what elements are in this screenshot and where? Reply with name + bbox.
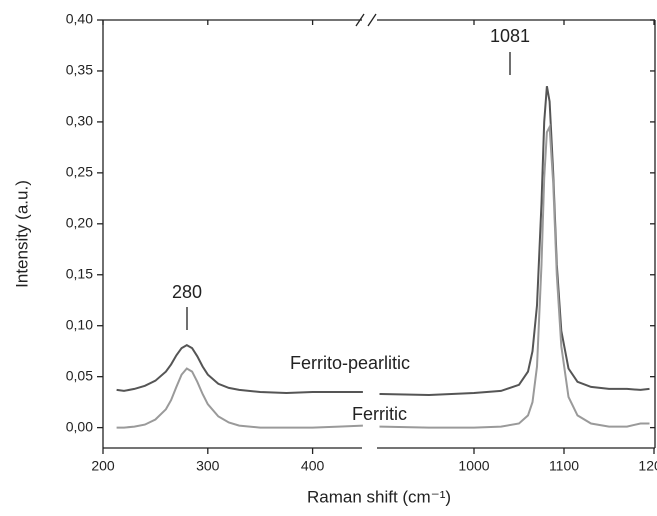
x-tick-label: 1100: [549, 458, 579, 474]
y-tick-label: 0,30: [66, 113, 93, 129]
data-line: [116, 86, 650, 397]
x-axis-label: Raman shift (cm⁻¹): [307, 487, 451, 506]
y-tick-label: 0,00: [66, 418, 93, 434]
y-tick-label: 0,20: [66, 215, 93, 231]
peak-label: 280: [172, 282, 202, 302]
peak-label: 1081: [490, 26, 530, 46]
x-tick-label: 1000: [458, 458, 489, 474]
series-label: Ferrito-pearlitic: [290, 353, 410, 373]
x-tick-label: 200: [91, 458, 115, 474]
x-tick-label: 1200: [638, 458, 657, 474]
y-tick-label: 0,40: [66, 11, 93, 27]
data-line: [116, 123, 650, 429]
y-tick-label: 0,05: [66, 367, 93, 383]
y-tick-label: 0,35: [66, 62, 93, 78]
y-tick-label: 0,10: [66, 316, 93, 332]
x-tick-label: 300: [196, 458, 220, 474]
y-tick-label: 0,25: [66, 164, 93, 180]
x-tick-label: 400: [301, 458, 325, 474]
y-axis-label: Intensity (a.u.): [12, 180, 31, 288]
series-label: Ferritic: [352, 404, 407, 424]
y-tick-label: 0,15: [66, 265, 93, 281]
